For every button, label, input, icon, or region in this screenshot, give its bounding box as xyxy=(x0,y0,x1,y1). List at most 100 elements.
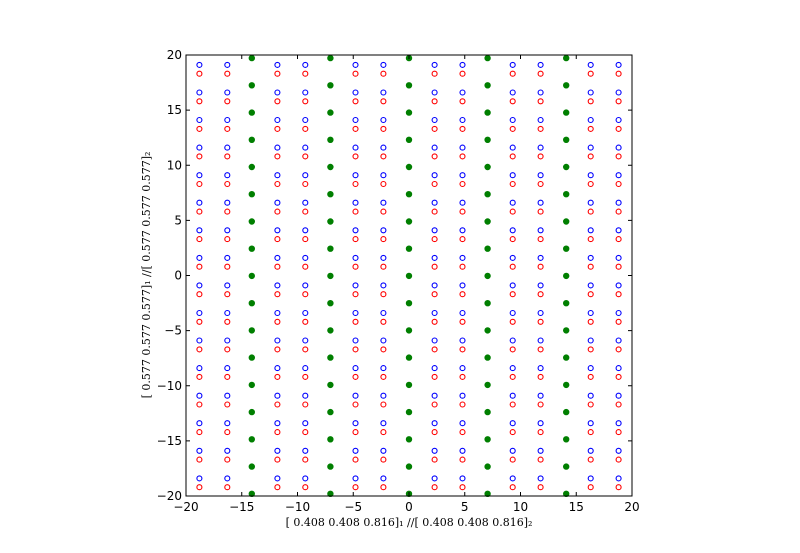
blue-point xyxy=(196,420,203,427)
red-point xyxy=(459,401,466,408)
blue-point xyxy=(537,392,544,399)
blue-point xyxy=(615,309,622,317)
green-point xyxy=(484,109,491,116)
red-point xyxy=(380,180,387,188)
red-point xyxy=(537,373,544,380)
blue-point xyxy=(196,447,203,454)
green-point xyxy=(484,381,491,389)
red-point xyxy=(380,346,387,353)
green-point xyxy=(405,408,413,416)
red-point xyxy=(224,401,231,408)
blue-point xyxy=(587,282,594,289)
red-point xyxy=(459,373,466,380)
red-point xyxy=(196,318,203,325)
green-point xyxy=(484,354,491,361)
blue-point xyxy=(302,392,309,399)
blue-point xyxy=(615,144,622,151)
blue-point xyxy=(302,199,309,206)
blue-point xyxy=(615,199,622,206)
red-point xyxy=(509,456,516,463)
red-point xyxy=(431,236,438,243)
red-point xyxy=(509,70,516,77)
blue-point xyxy=(352,172,359,179)
blue-point xyxy=(380,447,387,454)
red-point xyxy=(224,263,231,270)
red-point xyxy=(587,401,594,408)
red-point xyxy=(224,153,231,160)
y-tick-label: −5 xyxy=(164,324,182,338)
green-point xyxy=(484,82,491,89)
x-tick-label: 15 xyxy=(569,500,584,514)
blue-point xyxy=(224,282,231,289)
blue-point xyxy=(615,282,622,289)
blue-point xyxy=(196,227,203,234)
blue-point xyxy=(302,475,309,482)
red-point xyxy=(431,153,438,160)
blue-point xyxy=(537,172,544,179)
blue-point xyxy=(274,475,281,482)
green-point xyxy=(248,109,255,116)
blue-point xyxy=(537,144,544,151)
blue-point xyxy=(352,392,359,399)
red-point xyxy=(537,401,544,408)
red-point xyxy=(431,401,438,408)
red-point xyxy=(224,98,231,105)
red-point xyxy=(196,153,203,160)
blue-point xyxy=(431,61,438,68)
blue-point xyxy=(615,254,622,261)
red-point xyxy=(352,484,359,491)
axis-ticks: −20 −15 −10 −5 0 5 10 15 20 −20 −15 −10 −5 0 5 10 15 20 xyxy=(157,48,640,514)
blue-point xyxy=(380,309,387,317)
blue-point xyxy=(537,282,544,289)
green-point xyxy=(563,408,570,416)
green-point xyxy=(327,109,334,116)
blue-point xyxy=(615,172,622,179)
red-point xyxy=(380,208,387,215)
blue-point xyxy=(224,254,231,261)
red-point xyxy=(224,373,231,380)
green-point xyxy=(327,82,334,89)
green-point xyxy=(327,490,334,497)
red-point xyxy=(509,236,516,243)
blue-point xyxy=(274,309,281,317)
red-point xyxy=(509,153,516,160)
red-point xyxy=(537,456,544,463)
blue-point xyxy=(274,420,281,427)
red-point xyxy=(352,98,359,105)
x-tick-label: −15 xyxy=(229,500,254,514)
y-tick-label: −20 xyxy=(157,489,182,503)
blue-point xyxy=(587,420,594,427)
red-point xyxy=(274,318,281,325)
blue-point xyxy=(431,337,438,344)
red-point xyxy=(380,401,387,408)
green-point xyxy=(484,136,491,143)
red-point xyxy=(196,456,203,463)
red-point xyxy=(302,429,309,436)
red-point xyxy=(352,429,359,436)
red-point xyxy=(274,125,281,132)
blue-point xyxy=(352,116,359,124)
blue-point xyxy=(615,365,622,372)
red-point xyxy=(537,236,544,243)
blue-point xyxy=(302,144,309,151)
blue-point xyxy=(274,365,281,372)
green-point xyxy=(248,190,255,198)
red-point xyxy=(302,125,309,132)
red-point xyxy=(380,153,387,160)
blue-point xyxy=(431,116,438,124)
red-point xyxy=(196,263,203,270)
blue-point xyxy=(459,144,466,151)
red-point xyxy=(459,263,466,270)
red-point xyxy=(224,429,231,436)
red-point xyxy=(537,180,544,188)
blue-point xyxy=(196,365,203,372)
x-tick-label: 5 xyxy=(461,500,469,514)
red-point xyxy=(380,125,387,132)
blue-point xyxy=(274,89,281,96)
green-point xyxy=(248,82,255,89)
blue-point xyxy=(274,116,281,124)
blue-point xyxy=(509,254,516,261)
red-point xyxy=(302,208,309,215)
blue-point xyxy=(224,475,231,482)
green-point xyxy=(327,218,334,225)
